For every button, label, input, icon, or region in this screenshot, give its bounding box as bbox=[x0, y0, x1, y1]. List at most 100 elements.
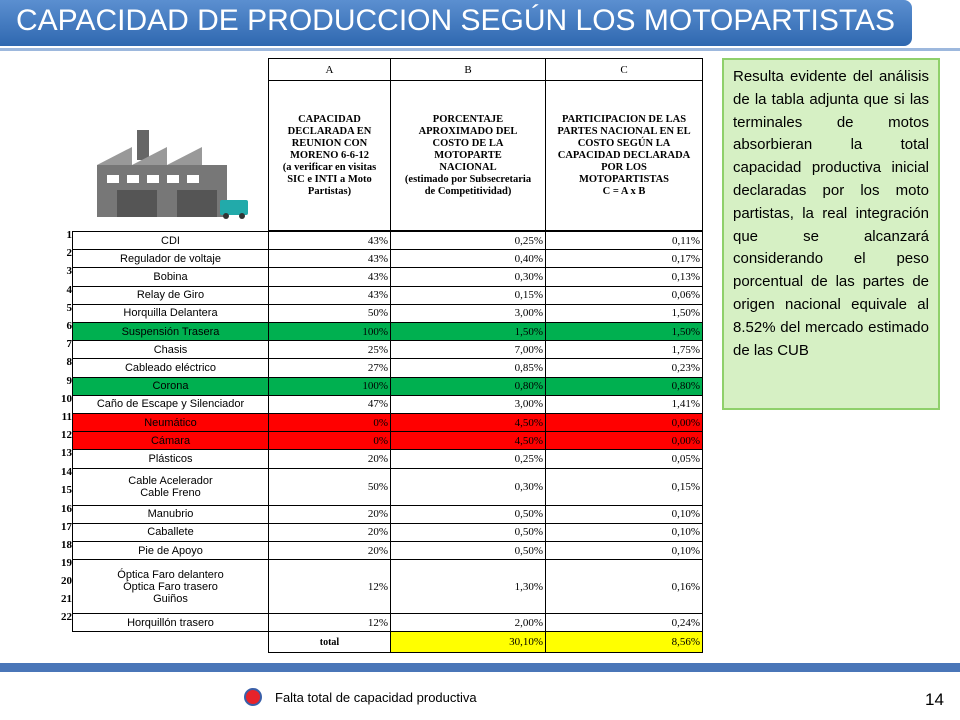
part-name: Cable Acelerador Cable Freno bbox=[72, 467, 269, 506]
row-number: 9 bbox=[66, 374, 73, 387]
part-name-line: Cable Freno bbox=[140, 486, 201, 499]
value-cell: 0,25% bbox=[390, 449, 546, 469]
part-name: Óptica Faro delantero Óptica Faro trasero… bbox=[72, 559, 269, 615]
value-cell: 0,13% bbox=[545, 267, 703, 287]
value-cell: 0,06% bbox=[545, 285, 703, 305]
part-name-line: Cableado eléctrico bbox=[124, 361, 217, 374]
row-number: 13 bbox=[61, 447, 72, 460]
header-line: (a verificar en visitas bbox=[282, 161, 377, 173]
column-letter: B bbox=[390, 58, 546, 81]
value-cell: 0,50% bbox=[390, 504, 546, 524]
title-bar bbox=[0, 0, 912, 46]
header-line: DECLARADA EN bbox=[287, 125, 372, 137]
value-cell: 4,50% bbox=[390, 431, 546, 451]
part-name-line: Cámara bbox=[150, 434, 191, 447]
value-cell: 43% bbox=[268, 231, 391, 251]
value-cell: 0,10% bbox=[545, 504, 703, 524]
part-name-line: Óptica Faro delantero bbox=[117, 568, 224, 581]
value-cell: 25% bbox=[268, 340, 391, 360]
row-number: 8 bbox=[66, 356, 73, 369]
total-label: total bbox=[268, 631, 391, 654]
legend-dot bbox=[244, 688, 262, 706]
value-cell: 2,00% bbox=[390, 613, 546, 633]
column-letter: C bbox=[545, 58, 703, 81]
part-name: Caño de Escape y Silenciador bbox=[72, 394, 269, 414]
header-line: CAPACIDAD bbox=[298, 113, 361, 125]
value-cell: 12% bbox=[268, 613, 391, 633]
row-number: 17 bbox=[61, 520, 72, 533]
part-name-line: Horquillón trasero bbox=[127, 616, 214, 629]
value-cell: 50% bbox=[268, 303, 391, 323]
title-rule bbox=[0, 48, 960, 51]
value-cell: 0,50% bbox=[390, 541, 546, 561]
header-line: MORENO 6-6-12 bbox=[289, 149, 370, 161]
row-number: 12 bbox=[61, 429, 72, 442]
total-value: 8,56% bbox=[545, 631, 703, 654]
part-name: Chasis bbox=[72, 340, 269, 360]
value-cell: 1,30% bbox=[390, 559, 546, 615]
value-cell: 0,10% bbox=[545, 522, 703, 542]
value-cell: 3,00% bbox=[390, 394, 546, 414]
part-name-line: Cable Acelerador bbox=[128, 474, 213, 487]
row-number: 1 bbox=[66, 229, 73, 241]
value-cell: 4,50% bbox=[390, 413, 546, 433]
column-header: PORCENTAJE APROXIMADO DEL COSTO DE LA MOTOP… bbox=[390, 80, 546, 231]
part-name: Cableado eléctrico bbox=[72, 358, 269, 378]
value-cell: 43% bbox=[268, 285, 391, 305]
part-name: Neumático bbox=[72, 413, 269, 433]
value-cell: 12% bbox=[268, 559, 391, 615]
row-number: 21 bbox=[61, 593, 72, 606]
row-number: 3 bbox=[66, 265, 73, 278]
header-line: COSTO DE LA bbox=[432, 137, 504, 149]
part-name-line: Pie de Apoyo bbox=[138, 544, 203, 557]
value-cell: 0,23% bbox=[545, 358, 703, 378]
value-cell: 20% bbox=[268, 541, 391, 561]
row-number: 14 bbox=[61, 465, 72, 478]
header-line: REUNION CON bbox=[291, 137, 368, 149]
value-cell: 0,50% bbox=[390, 522, 546, 542]
value-cell: 20% bbox=[268, 449, 391, 469]
value-cell: 1,75% bbox=[545, 340, 703, 360]
value-cell: 1,50% bbox=[545, 303, 703, 323]
value-cell: 0,16% bbox=[545, 559, 703, 615]
part-name: Bobina bbox=[72, 267, 269, 287]
value-cell: 3,00% bbox=[390, 303, 546, 323]
header-line: Partistas) bbox=[307, 185, 352, 197]
part-name-line: Caño de Escape y Silenciador bbox=[96, 398, 245, 411]
part-name: Manubrio bbox=[72, 504, 269, 524]
value-cell: 47% bbox=[268, 394, 391, 414]
header-line: NACIONAL bbox=[439, 161, 497, 173]
legend-label: Falta total de capacidad productiva bbox=[275, 690, 477, 705]
part-name: Suspensión Trasera bbox=[72, 322, 269, 342]
part-name: Caballete bbox=[72, 522, 269, 542]
part-name: Horquilla Delantera bbox=[72, 303, 269, 323]
value-cell: 20% bbox=[268, 504, 391, 524]
header-line: MOTOPARTISTAS bbox=[578, 173, 670, 185]
header-line: SIC e INTI a Moto bbox=[287, 173, 372, 185]
value-cell: 0,17% bbox=[545, 249, 703, 269]
column-header: PARTICIPACION DE LAS PARTES NACIONAL EN E… bbox=[545, 80, 703, 231]
part-name: Cámara bbox=[72, 431, 269, 451]
factory-icon bbox=[97, 130, 248, 219]
part-name-line: Guiños bbox=[153, 592, 188, 605]
total-value: 30,10% bbox=[390, 631, 546, 654]
value-cell: 0,80% bbox=[545, 376, 703, 396]
row-number: 7 bbox=[66, 338, 73, 351]
value-cell: 0% bbox=[268, 413, 391, 433]
part-name: Plásticos bbox=[72, 449, 269, 469]
value-cell: 43% bbox=[268, 267, 391, 287]
value-cell: 0,80% bbox=[390, 376, 546, 396]
value-cell: 0,40% bbox=[390, 249, 546, 269]
value-cell: 20% bbox=[268, 522, 391, 542]
part-name-line: Bobina bbox=[153, 270, 188, 283]
value-cell: 1,50% bbox=[545, 322, 703, 342]
header-line: PORCENTAJE bbox=[432, 113, 504, 125]
value-cell: 7,00% bbox=[390, 340, 546, 360]
row-number: 4 bbox=[66, 283, 73, 296]
value-cell: 1,41% bbox=[545, 394, 703, 414]
row-number: 19 bbox=[61, 557, 72, 570]
value-cell: 0,30% bbox=[390, 467, 546, 506]
row-number: 6 bbox=[66, 320, 73, 332]
value-cell: 100% bbox=[268, 322, 391, 342]
